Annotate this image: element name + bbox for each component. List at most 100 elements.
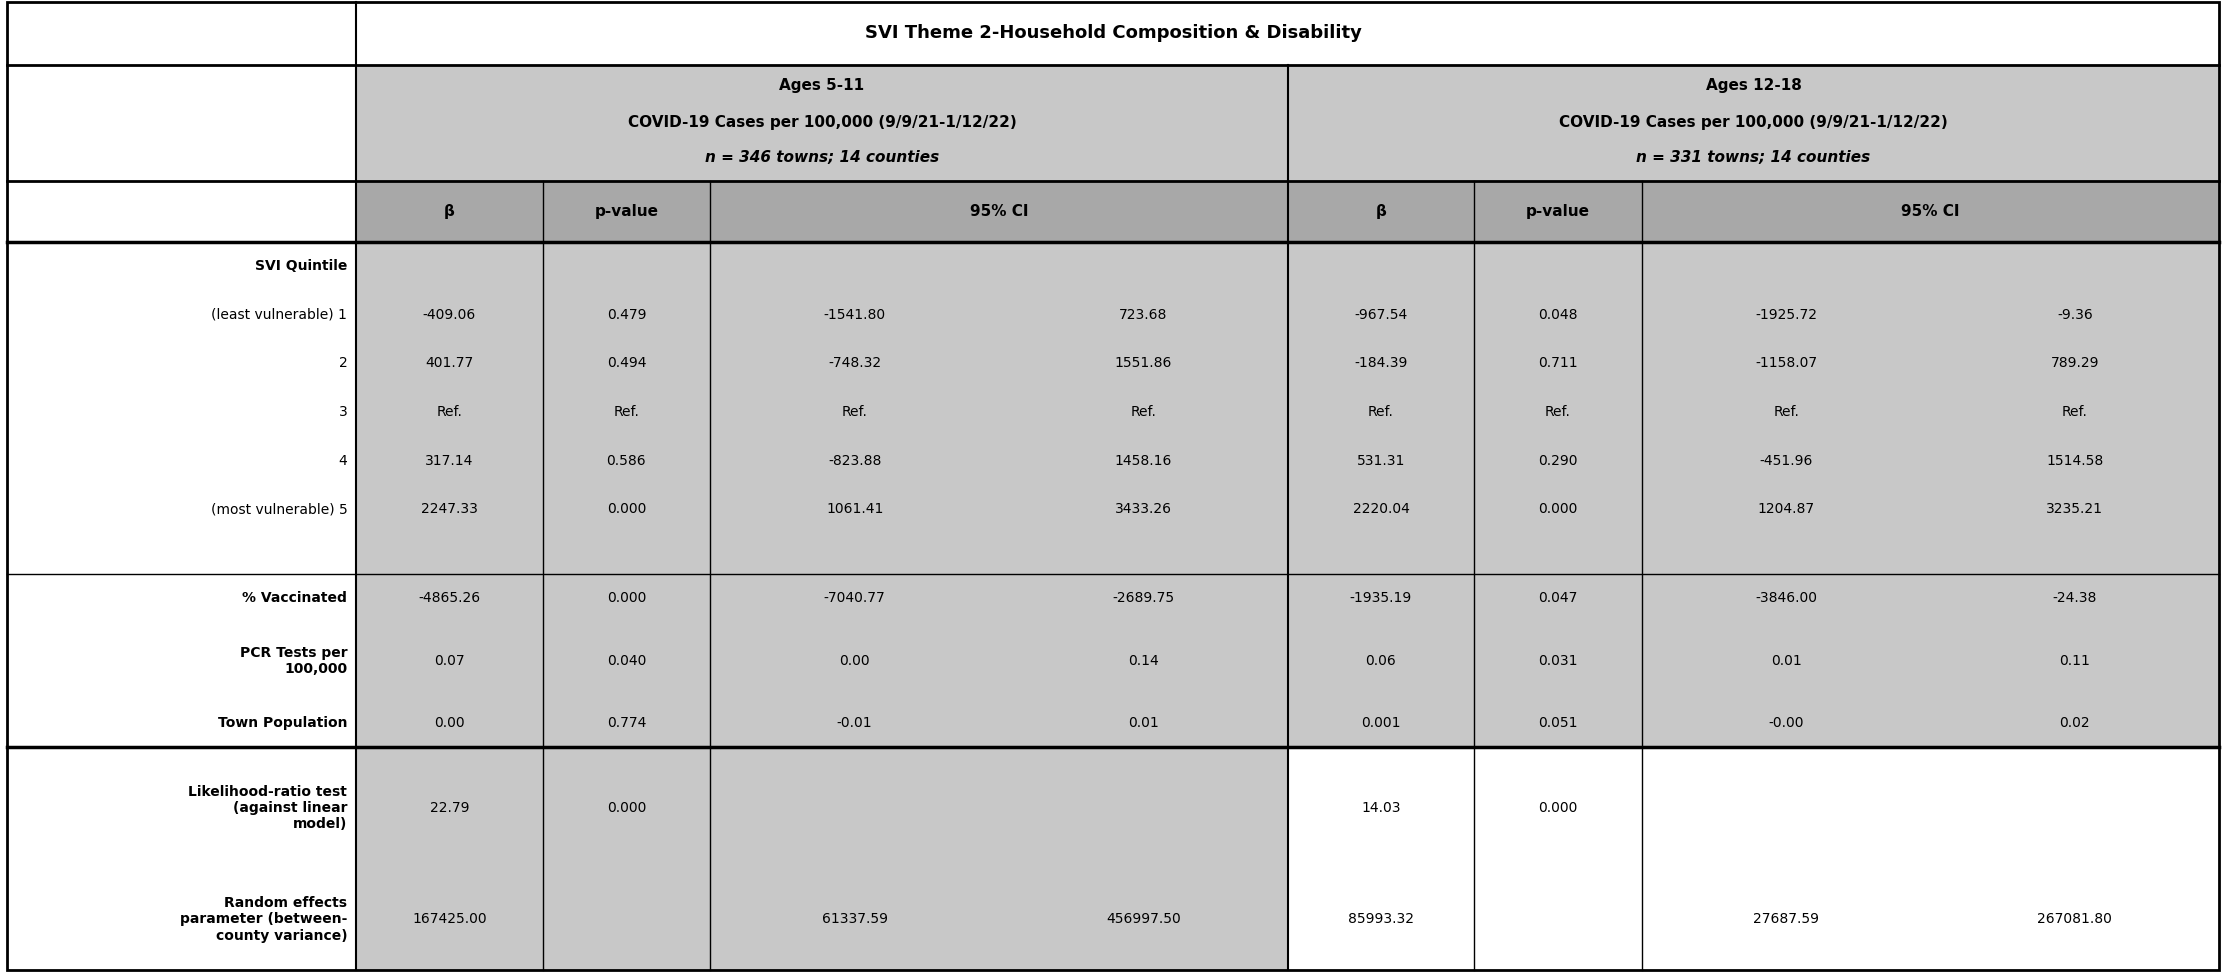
Text: Ref.: Ref.: [841, 405, 868, 419]
Text: -184.39: -184.39: [1353, 357, 1407, 370]
Text: COVID-19 Cases per 100,000 (9/9/21-1/12/22): COVID-19 Cases per 100,000 (9/9/21-1/12/…: [628, 116, 1017, 130]
Bar: [1289, 339, 2219, 388]
Text: 27687.59: 27687.59: [1754, 913, 1819, 926]
Bar: [356, 869, 1289, 970]
Text: -451.96: -451.96: [1759, 454, 1812, 468]
Bar: [7, 65, 356, 181]
Bar: [356, 623, 1289, 699]
Text: 4: 4: [338, 454, 347, 468]
Text: 95% CI: 95% CI: [1901, 204, 1959, 219]
Text: 1061.41: 1061.41: [826, 503, 884, 516]
Text: p-value: p-value: [594, 204, 659, 219]
Text: 3: 3: [338, 405, 347, 419]
Bar: [1289, 181, 2219, 242]
Bar: [7, 485, 356, 534]
Text: PCR Tests per
100,000: PCR Tests per 100,000: [240, 645, 347, 676]
Bar: [356, 534, 1289, 574]
Bar: [356, 485, 1289, 534]
Text: -0.01: -0.01: [837, 716, 873, 730]
Bar: [7, 534, 356, 574]
Bar: [1289, 291, 2219, 339]
Bar: [1289, 242, 2219, 291]
Text: Ages 5-11: Ages 5-11: [779, 78, 864, 93]
Text: 267081.80: 267081.80: [2037, 913, 2112, 926]
Text: 0.001: 0.001: [1362, 716, 1400, 730]
Text: 85993.32: 85993.32: [1349, 913, 1414, 926]
Text: 0.01: 0.01: [1129, 716, 1160, 730]
Text: 0.031: 0.031: [1538, 654, 1578, 668]
Text: (least vulnerable) 1: (least vulnerable) 1: [211, 308, 347, 322]
Text: -823.88: -823.88: [828, 454, 881, 468]
Text: -1925.72: -1925.72: [1754, 308, 1816, 322]
Bar: [356, 388, 1289, 436]
Bar: [356, 291, 1289, 339]
Text: 0.586: 0.586: [608, 454, 646, 468]
Text: 2: 2: [338, 357, 347, 370]
Text: 789.29: 789.29: [2050, 357, 2099, 370]
Bar: [356, 747, 1289, 869]
Bar: [1289, 534, 2219, 574]
Text: -3846.00: -3846.00: [1754, 591, 1816, 606]
Bar: [7, 574, 356, 623]
Bar: [1289, 574, 2219, 623]
Bar: [356, 699, 1289, 747]
Text: 0.06: 0.06: [1365, 654, 1396, 668]
Text: 1551.86: 1551.86: [1115, 357, 1173, 370]
Text: 0.040: 0.040: [608, 654, 646, 668]
Text: % Vaccinated: % Vaccinated: [243, 591, 347, 606]
Text: Town Population: Town Population: [218, 716, 347, 730]
Text: SVI Quintile: SVI Quintile: [256, 260, 347, 273]
Bar: [7, 291, 356, 339]
Bar: [7, 699, 356, 747]
Text: 317.14: 317.14: [425, 454, 474, 468]
Bar: [1289, 747, 2219, 869]
Bar: [7, 869, 356, 970]
Text: 0.11: 0.11: [2059, 654, 2090, 668]
Text: 95% CI: 95% CI: [971, 204, 1028, 219]
Text: 0.000: 0.000: [608, 801, 646, 816]
Bar: [7, 623, 356, 699]
Text: 0.000: 0.000: [1538, 503, 1578, 516]
Text: -967.54: -967.54: [1353, 308, 1407, 322]
Text: 167425.00: 167425.00: [412, 913, 487, 926]
Bar: [7, 436, 356, 485]
Text: Ref.: Ref.: [436, 405, 463, 419]
Text: -1158.07: -1158.07: [1754, 357, 1816, 370]
Text: 0.00: 0.00: [434, 716, 465, 730]
Bar: [7, 339, 356, 388]
Text: 723.68: 723.68: [1120, 308, 1169, 322]
Text: 0.290: 0.290: [1538, 454, 1578, 468]
Text: -4865.26: -4865.26: [418, 591, 481, 606]
Text: 3433.26: 3433.26: [1115, 503, 1171, 516]
Text: n = 346 towns; 14 counties: n = 346 towns; 14 counties: [706, 151, 939, 165]
Bar: [356, 181, 1289, 242]
Text: Ref.: Ref.: [2061, 405, 2088, 419]
Bar: [7, 242, 356, 291]
Text: 0.01: 0.01: [1772, 654, 1801, 668]
Text: Likelihood-ratio test
(against linear
model): Likelihood-ratio test (against linear mo…: [189, 784, 347, 831]
Text: 1204.87: 1204.87: [1759, 503, 1814, 516]
Text: SVI Theme 2-Household Composition & Disability: SVI Theme 2-Household Composition & Disa…: [864, 24, 1362, 43]
Text: COVID-19 Cases per 100,000 (9/9/21-1/12/22): COVID-19 Cases per 100,000 (9/9/21-1/12/…: [1558, 116, 1948, 130]
Text: 3235.21: 3235.21: [2046, 503, 2104, 516]
Bar: [7, 388, 356, 436]
Text: Ref.: Ref.: [1545, 405, 1572, 419]
Text: 401.77: 401.77: [425, 357, 474, 370]
Text: Ref.: Ref.: [1369, 405, 1393, 419]
Bar: [356, 339, 1289, 388]
Text: 2220.04: 2220.04: [1353, 503, 1409, 516]
Text: p-value: p-value: [1527, 204, 1589, 219]
Bar: [7, 181, 356, 242]
Text: 0.000: 0.000: [608, 503, 646, 516]
Text: Ref.: Ref.: [1774, 405, 1799, 419]
Bar: [1289, 623, 2219, 699]
Text: -9.36: -9.36: [2057, 308, 2092, 322]
Text: 1514.58: 1514.58: [2046, 454, 2104, 468]
Bar: [7, 747, 356, 869]
Text: Random effects
parameter (between-
county variance): Random effects parameter (between- count…: [180, 896, 347, 943]
Text: 0.00: 0.00: [839, 654, 870, 668]
Text: 531.31: 531.31: [1358, 454, 1405, 468]
Text: 1458.16: 1458.16: [1115, 454, 1173, 468]
Text: Ref.: Ref.: [1131, 405, 1155, 419]
Text: 0.711: 0.711: [1538, 357, 1578, 370]
